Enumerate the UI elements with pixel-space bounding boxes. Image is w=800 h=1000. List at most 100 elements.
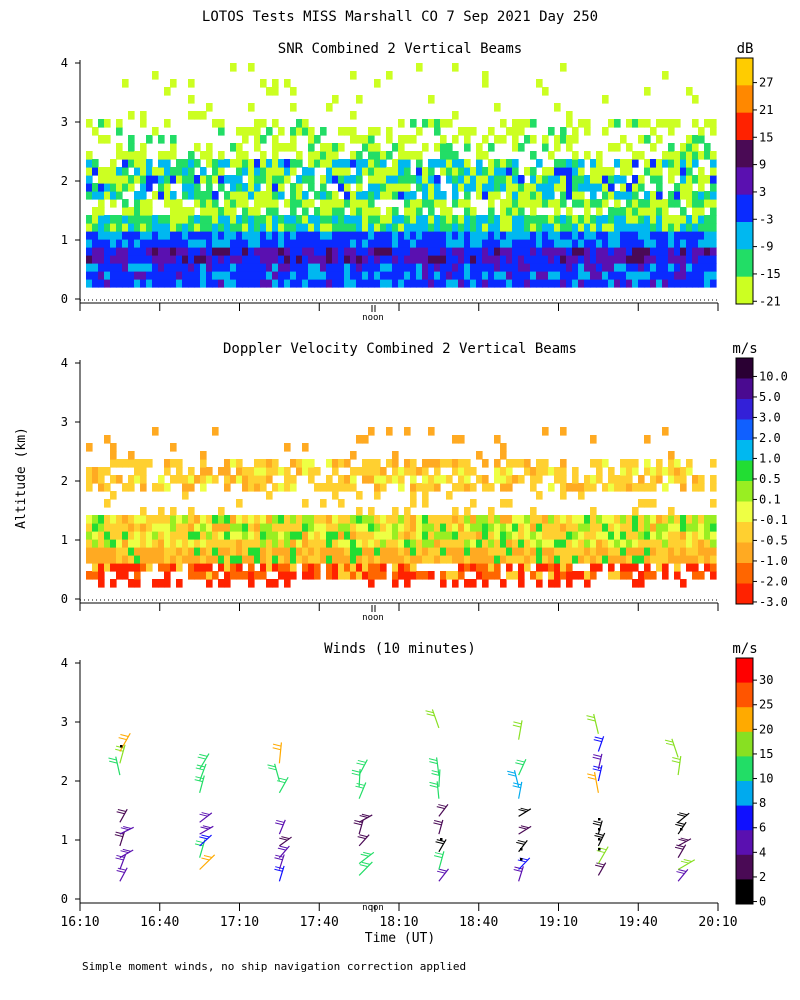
heatmap-cell	[410, 515, 417, 524]
heatmap-cell	[662, 467, 669, 476]
heatmap-cell	[626, 191, 633, 200]
heatmap-cell	[680, 547, 687, 556]
heatmap-cell	[500, 539, 507, 548]
heatmap-cell	[320, 151, 327, 160]
heatmap-cell	[452, 539, 459, 548]
heatmap-cell	[320, 483, 327, 492]
snr-panel-title: SNR Combined 2 Vertical Beams	[278, 41, 522, 57]
heatmap-cell	[194, 239, 201, 248]
heatmap-cell	[704, 215, 711, 224]
wind-barb-flag	[664, 739, 674, 743]
heatmap-cell	[548, 467, 555, 476]
heatmap-cell	[380, 483, 387, 492]
heatmap-cell	[200, 247, 207, 256]
heatmap-cell	[152, 175, 159, 184]
heatmap-cell	[560, 159, 567, 168]
heatmap-cell	[326, 539, 333, 548]
heatmap-cell	[410, 191, 417, 200]
heatmap-cell	[260, 515, 267, 524]
heatmap-cell	[464, 579, 471, 588]
heatmap-cell	[206, 563, 213, 572]
heatmap-cell	[344, 571, 351, 580]
heatmap-cell	[632, 563, 639, 572]
heatmap-cell	[164, 523, 171, 532]
heatmap-cell	[434, 547, 441, 556]
heatmap-cell	[608, 263, 615, 272]
heatmap-cell	[290, 199, 297, 208]
heatmap-cell	[560, 255, 567, 264]
heatmap-cell	[200, 539, 207, 548]
heatmap-cell	[428, 459, 435, 468]
heatmap-cell	[338, 499, 345, 508]
heatmap-cell	[350, 223, 357, 232]
heatmap-cell	[248, 271, 255, 280]
heatmap-cell	[362, 563, 369, 572]
heatmap-cell	[218, 151, 225, 160]
heatmap-cell	[338, 563, 345, 572]
heatmap-cell	[128, 159, 135, 168]
heatmap-cell	[434, 555, 441, 564]
heatmap-cell	[386, 459, 393, 468]
heatmap-cell	[158, 239, 165, 248]
heatmap-cell	[644, 539, 651, 548]
heatmap-cell	[158, 539, 165, 548]
heatmap-cell	[560, 563, 567, 572]
wind-barb-flag	[507, 770, 516, 774]
heatmap-cell	[632, 523, 639, 532]
heatmap-cell	[572, 175, 579, 184]
heatmap-cell	[572, 247, 579, 256]
heatmap-cell	[290, 143, 297, 152]
heatmap-cell	[590, 523, 597, 532]
heatmap-cell	[158, 247, 165, 256]
heatmap-cell	[326, 515, 333, 524]
heatmap-cell	[446, 247, 453, 256]
heatmap-cell	[488, 523, 495, 532]
heatmap-cell	[518, 563, 525, 572]
heatmap-cell	[350, 111, 357, 120]
heatmap-cell	[374, 555, 381, 564]
heatmap-cell	[590, 247, 597, 256]
heatmap-cell	[164, 255, 171, 264]
heatmap-cell	[392, 539, 399, 548]
heatmap-cell	[368, 475, 375, 484]
heatmap-cell	[584, 539, 591, 548]
heatmap-cell	[134, 151, 141, 160]
heatmap-cell	[356, 207, 363, 216]
heatmap-cell	[428, 475, 435, 484]
heatmap-cell	[650, 555, 657, 564]
heatmap-cell	[152, 547, 159, 556]
heatmap-cell	[530, 255, 537, 264]
heatmap-cell	[356, 215, 363, 224]
heatmap-cell	[188, 215, 195, 224]
heatmap-cell	[656, 531, 663, 540]
heatmap-cell	[566, 523, 573, 532]
colorbar-swatch	[736, 682, 753, 708]
heatmap-cell	[602, 523, 609, 532]
heatmap-cell	[152, 215, 159, 224]
heatmap-cell	[668, 175, 675, 184]
heatmap-cell	[494, 475, 501, 484]
heatmap-cell	[236, 159, 243, 168]
heatmap-cell	[428, 183, 435, 192]
heatmap-cell	[254, 271, 261, 280]
wind-barb-flag	[201, 857, 210, 861]
heatmap-cell	[290, 483, 297, 492]
heatmap-cell	[674, 159, 681, 168]
heatmap-cell	[290, 279, 297, 288]
heatmap-cell	[572, 239, 579, 248]
heatmap-cell	[518, 175, 525, 184]
heatmap-cell	[608, 279, 615, 288]
heatmap-cell	[542, 191, 549, 200]
heatmap-cell	[182, 191, 189, 200]
heatmap-cell	[566, 175, 573, 184]
heatmap-cell	[410, 135, 417, 144]
heatmap-cell	[614, 255, 621, 264]
heatmap-cell	[584, 555, 591, 564]
heatmap-cell	[344, 191, 351, 200]
heatmap-cell	[464, 183, 471, 192]
heatmap-cell	[656, 467, 663, 476]
heatmap-cell	[206, 183, 213, 192]
heatmap-cell	[128, 231, 135, 240]
heatmap-cell	[500, 207, 507, 216]
heatmap-cell	[548, 547, 555, 556]
